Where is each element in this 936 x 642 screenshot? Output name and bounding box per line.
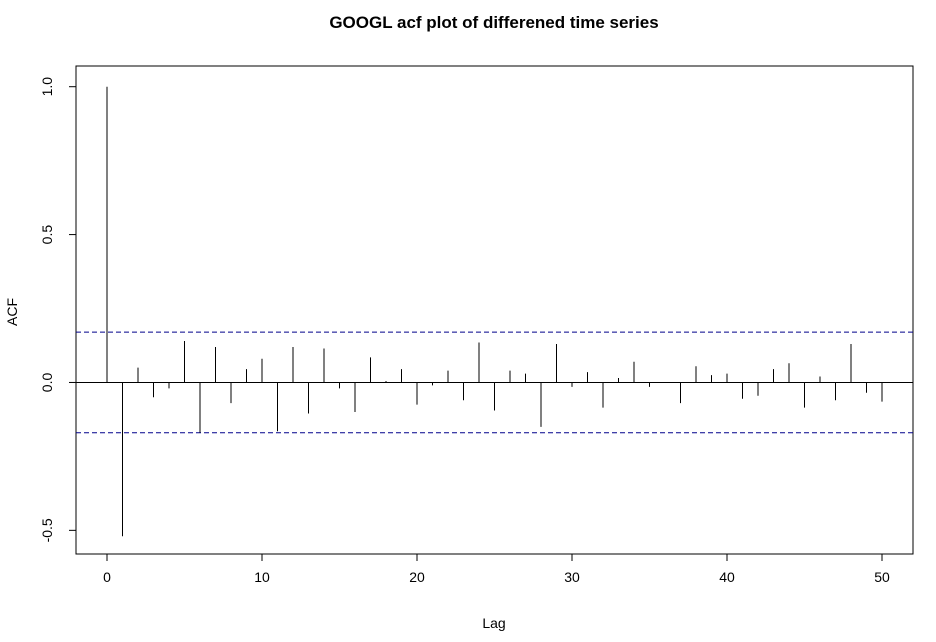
- x-tick-label: 30: [564, 569, 580, 585]
- plot-frame: [75, 65, 914, 555]
- x-tick-label: 10: [254, 569, 270, 585]
- y-tick-label: -0.5: [39, 518, 55, 542]
- y-tick-label: 0.5: [39, 225, 55, 245]
- x-axis-label: Lag: [482, 615, 505, 631]
- acf-bars: [106, 86, 883, 537]
- y-tick-label: 0.0: [39, 373, 55, 393]
- chart-title: GOOGL acf plot of differened time series: [329, 13, 658, 32]
- x-tick-label: 40: [719, 569, 735, 585]
- y-tick-label: 1.0: [39, 77, 55, 97]
- x-axis: 0 10 20 30 40 50: [103, 553, 890, 585]
- y-axis-label: ACF: [4, 298, 20, 326]
- x-tick-label: 20: [409, 569, 425, 585]
- x-tick-label: 0: [103, 569, 111, 585]
- x-tick-label: 50: [874, 569, 890, 585]
- y-axis: -0.5 0.0 0.5 1.0: [39, 77, 77, 542]
